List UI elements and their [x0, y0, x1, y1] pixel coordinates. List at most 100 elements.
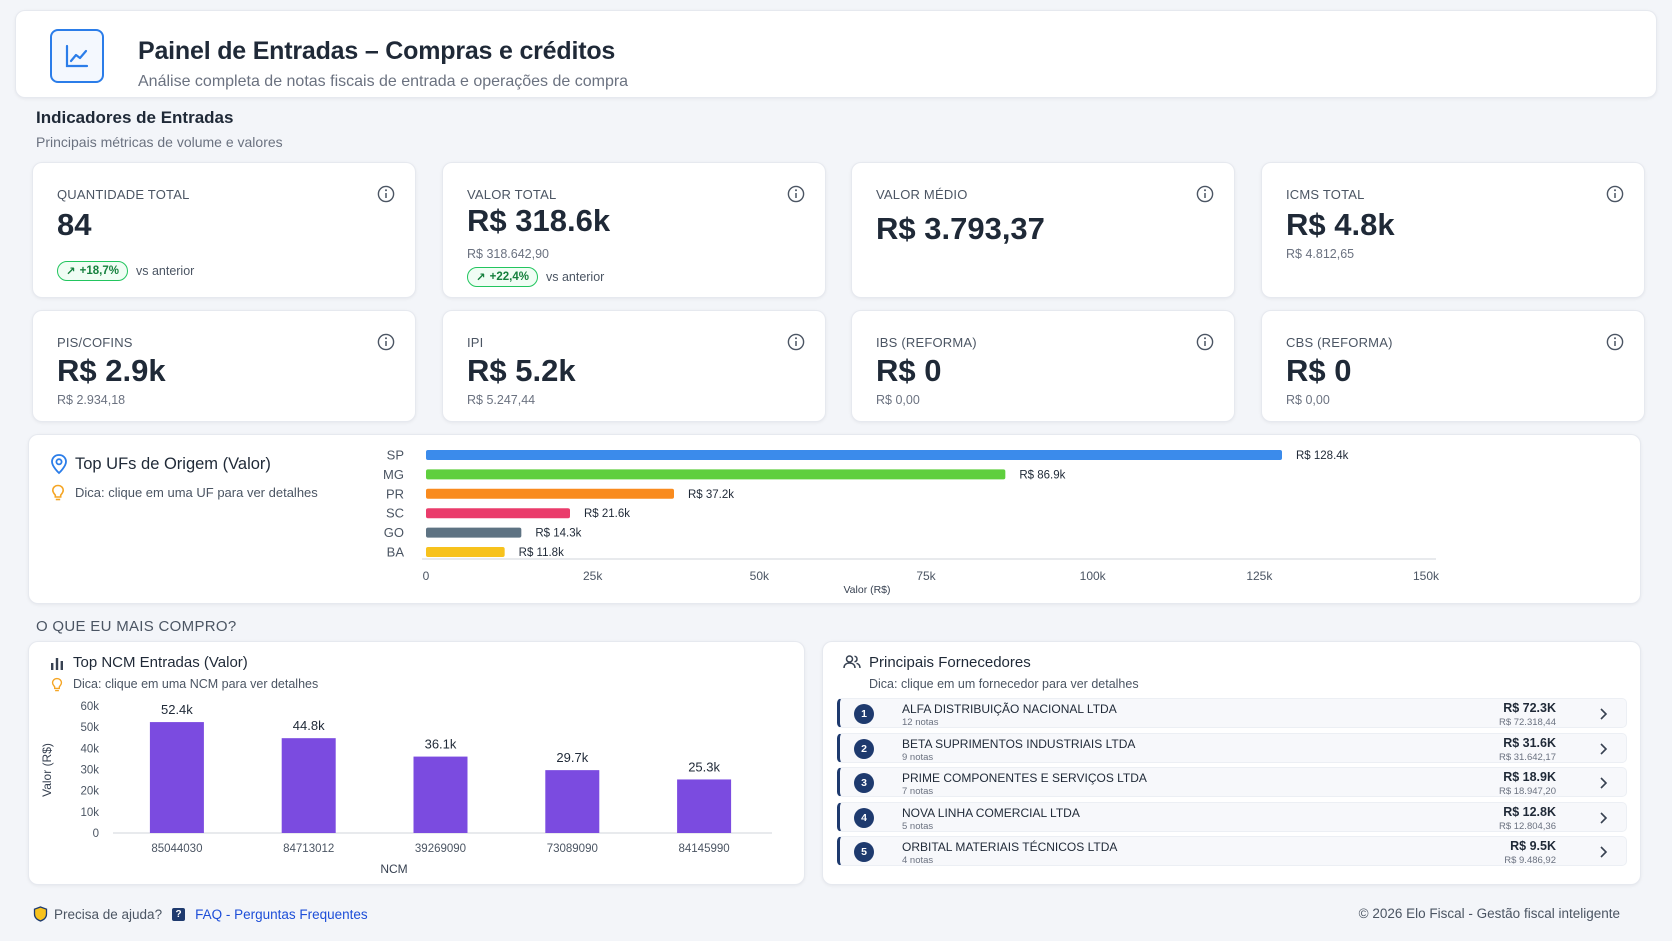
supplier-value: R$ 12.8K [1503, 804, 1556, 819]
uf-data-label: R$ 37.2k [688, 489, 734, 501]
supplier-name: ORBITAL MATERIAIS TÉCNICOS LTDA [902, 840, 1118, 854]
uf-label: SC [386, 506, 404, 521]
uf-bar[interactable] [426, 527, 522, 538]
ncm-bar-chart: 0 10k 20k 30k 40k 50k 60k Valor (R$) 52.4k 850440… [40, 701, 772, 876]
supplier-row[interactable]: 1 ALFA DISTRIBUIÇÃO NACIONAL LTDA 12 not… [837, 698, 1627, 728]
kpi-label: CBS (REFORMA) [1286, 335, 1393, 350]
kpi-card: PIS/COFINS R$ 2.9k R$ 2.934,18 [32, 310, 416, 422]
ncm-bar[interactable] [545, 770, 600, 833]
uf-bar[interactable] [426, 488, 674, 499]
supplier-row[interactable]: 2 BETA SUPRIMENTOS INDUSTRIAIS LTDA 9 no… [837, 732, 1627, 763]
ncm-data-label: 44.8k [293, 718, 325, 733]
ncm-y-axis-label: Valor (R$) [40, 743, 54, 797]
info-icon[interactable] [787, 333, 805, 351]
kpi-card: CBS (REFORMA) R$ 0 R$ 0,00 [1261, 310, 1645, 422]
faq-icon: ? [172, 907, 186, 921]
trend-suffix: vs anterior [135, 264, 195, 278]
ncm-bar[interactable] [281, 738, 336, 833]
arrow-up-right-icon: ↗ [66, 266, 76, 278]
supplier-value-full: R$ 9.486,92 [1504, 855, 1556, 866]
chevron-right-icon[interactable] [1598, 707, 1608, 721]
kpi-label: IBS (REFORMA) [876, 335, 977, 350]
supplier-rank: 5 [854, 842, 874, 862]
map-pin-icon [51, 454, 67, 475]
supplier-value-full: R$ 31.642,17 [1498, 751, 1556, 763]
help-text: Precisa de ajuda? [54, 906, 163, 922]
trend-value: +18,7% [79, 265, 119, 277]
kpi-value: R$ 5.2k [467, 353, 576, 388]
uf-x-tick: 50k [750, 569, 770, 583]
kpi-value: R$ 2.9k [57, 353, 166, 388]
ncm-y-tick: 40k [80, 743, 99, 755]
chevron-right-icon[interactable] [1598, 811, 1608, 825]
kpi-trend: ↗ +22,4% vs anterior [467, 267, 604, 287]
trend-badge: ↗ +22,4% [467, 267, 538, 287]
ncm-y-tick: 50k [80, 722, 99, 734]
supplier-row[interactable]: 5 ORBITAL MATERIAIS TÉCNICOS LTDA 4 nota… [837, 836, 1627, 866]
uf-label: SP [387, 448, 404, 463]
ncm-bar[interactable] [677, 779, 732, 833]
info-icon[interactable] [787, 185, 805, 203]
info-icon[interactable] [1606, 185, 1624, 203]
supplier-value: R$ 9.5K [1510, 839, 1556, 853]
section-most-bought: O QUE EU MAIS COMPRO? [36, 618, 237, 635]
uf-bar[interactable] [426, 508, 570, 519]
kpi-detail: R$ 2.934,18 [57, 393, 126, 407]
supplier-notes: 12 notas [902, 717, 939, 728]
uf-data-label: R$ 86.9k [1019, 469, 1065, 481]
bar-chart-icon [51, 658, 63, 670]
info-icon[interactable] [1196, 185, 1214, 203]
trend-badge: ↗ +18,7% [57, 261, 128, 281]
users-icon [843, 655, 861, 669]
uf-label: GO [384, 525, 404, 540]
uf-x-tick: 0 [423, 569, 430, 583]
page-title: Painel de Entradas – Compras e créditos [138, 37, 616, 65]
supplier-value-full: R$ 12.804,36 [1498, 820, 1556, 832]
supplier-rank: 3 [854, 773, 874, 793]
kpi-trend: ↗ +18,7% vs anterior [57, 261, 194, 281]
chevron-right-icon[interactable] [1598, 742, 1608, 756]
ncm-data-label: 25.3k [688, 759, 720, 774]
ncm-y-tick: 30k [80, 765, 99, 777]
info-icon[interactable] [377, 333, 395, 351]
top-ncm-chart-card: Top NCM Entradas (Valor) Dica: clique em… [28, 641, 805, 885]
supplier-notes: 5 notas [902, 820, 934, 832]
supplier-rank: 4 [854, 807, 874, 828]
ncm-x-axis-label: NCM [380, 862, 407, 876]
ncm-bar[interactable] [149, 722, 204, 833]
suppliers-title: Principais Fornecedores [869, 654, 1031, 671]
info-icon[interactable] [1196, 333, 1214, 351]
top-uf-chart-card: Top UFs de Origem (Valor) Dica: clique e… [28, 434, 1641, 604]
footer-copyright: © 2026 Elo Fiscal - Gestão fiscal inteli… [1358, 906, 1620, 921]
chevron-right-icon[interactable] [1598, 776, 1608, 790]
uf-bar[interactable] [426, 450, 1282, 460]
uf-bar[interactable] [426, 469, 1006, 480]
line-chart-icon [50, 29, 104, 83]
page-header: Painel de Entradas – Compras e créditos … [15, 10, 1657, 98]
info-icon[interactable] [1606, 333, 1624, 351]
supplier-row[interactable]: 3 PRIME COMPONENTES E SERVIÇOS LTDA 7 no… [837, 767, 1627, 797]
ncm-x-tick: 84713012 [283, 843, 334, 855]
uf-chart-title: Top UFs de Origem (Valor) [75, 455, 271, 473]
info-icon[interactable] [377, 185, 395, 203]
uf-x-tick: 150k [1413, 569, 1440, 583]
uf-data-label: R$ 21.6k [584, 508, 630, 520]
chevron-right-icon[interactable] [1598, 845, 1608, 859]
supplier-value-full: R$ 18.947,20 [1498, 786, 1556, 797]
arrow-up-right-icon: ↗ [476, 272, 486, 284]
uf-data-label: R$ 14.3k [535, 528, 581, 540]
uf-bar[interactable] [426, 547, 505, 557]
ncm-y-tick: 0 [93, 828, 99, 840]
supplier-row[interactable]: 4 NOVA LINHA COMERCIAL LTDA 5 notas R$ 1… [837, 801, 1627, 832]
kpi-detail: R$ 4.812,65 [1286, 247, 1355, 261]
ncm-x-tick: 85044030 [151, 843, 202, 855]
kpi-card: VALOR MÉDIO R$ 3.793,37 [851, 162, 1235, 298]
lightbulb-icon [51, 484, 65, 501]
shield-icon [33, 906, 48, 922]
kpi-card: VALOR TOTAL R$ 318.6k R$ 318.642,90 ↗ +22,… [442, 162, 826, 298]
faq-link[interactable]: FAQ - Perguntas Frequentes [195, 906, 368, 922]
page-subtitle: Análise completa de notas fiscais de ent… [138, 73, 629, 90]
kpi-label: VALOR TOTAL [467, 187, 557, 202]
ncm-y-tick: 60k [80, 701, 99, 713]
ncm-bar[interactable] [413, 756, 468, 833]
